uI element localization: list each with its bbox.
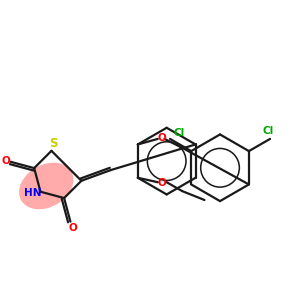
Text: O: O xyxy=(158,133,167,143)
Text: Cl: Cl xyxy=(262,126,274,136)
Text: O: O xyxy=(158,178,167,188)
Text: S: S xyxy=(50,136,58,150)
Text: O: O xyxy=(68,223,77,233)
Text: Cl: Cl xyxy=(173,128,184,138)
Text: HN: HN xyxy=(24,188,41,198)
Ellipse shape xyxy=(19,163,74,209)
Text: O: O xyxy=(2,156,11,166)
